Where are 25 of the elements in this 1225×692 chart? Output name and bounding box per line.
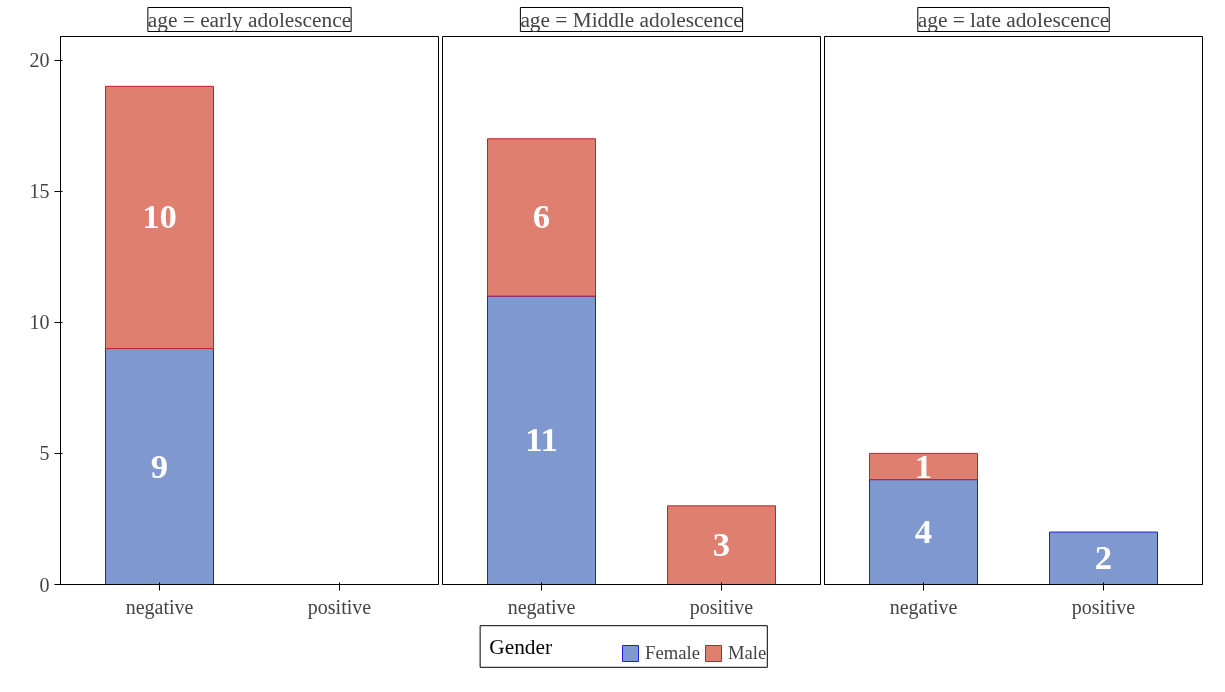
data-label: 1 [914, 446, 933, 485]
data-label: 9 [150, 446, 169, 485]
x-tick-label: negative [125, 595, 194, 619]
x-tick-label: positive [307, 595, 372, 619]
x-tick-label: positive [1071, 595, 1136, 619]
y-tick-label: 10 [29, 311, 50, 334]
y-tick-label: 20 [29, 49, 50, 72]
chart-title: age = Middle adolescence [520, 7, 743, 32]
data-label: 6 [532, 197, 551, 236]
chart-title: age = late adolescence [917, 7, 1110, 32]
x-tick-label: negative [889, 595, 958, 619]
y-tick-label: 15 [29, 180, 50, 203]
data-label: 4 [914, 512, 933, 551]
legend-label: Female [645, 642, 700, 664]
y-tick-label: 5 [39, 442, 50, 465]
data-label: 10 [142, 197, 177, 236]
y-tick-label: 0 [39, 573, 50, 596]
data-label: 2 [1094, 538, 1113, 577]
legend-label: Male [727, 642, 767, 664]
x-tick-label: negative [507, 595, 576, 619]
data-label: 11 [525, 420, 558, 459]
x-tick-label: positive [689, 595, 754, 619]
data-label: 3 [712, 525, 731, 564]
chart-title: age = early adolescence [147, 7, 352, 32]
legend-title: Gender [489, 634, 553, 659]
